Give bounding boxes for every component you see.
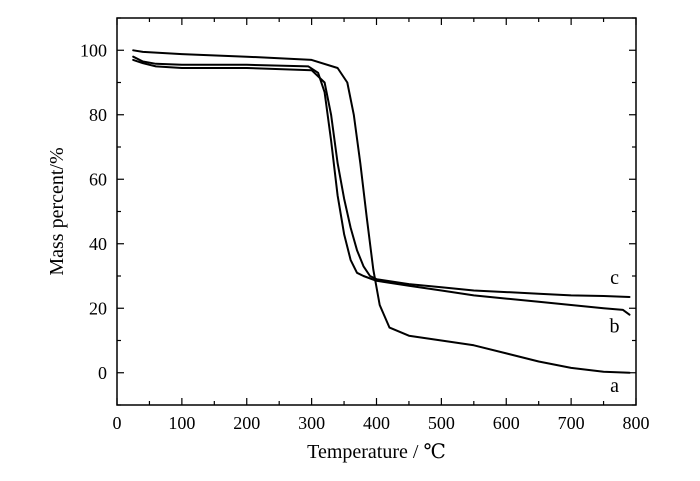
series-line-b (132, 55, 631, 316)
curve-labels: a b c (610, 267, 620, 397)
x-tick-label: 100 (168, 413, 195, 433)
y-tick-label: 60 (89, 169, 107, 189)
y-tick-label: 40 (89, 234, 107, 254)
y-axis-title: Mass percent/% (46, 147, 68, 275)
x-tick-label: 0 (113, 413, 122, 433)
x-tick-label: 200 (233, 413, 260, 433)
x-tick-label: 600 (493, 413, 520, 433)
curve-label-b: b (610, 316, 620, 338)
y-tick-label: 100 (80, 40, 107, 60)
axis-ticks (116, 17, 637, 406)
y-tick-label: 80 (89, 105, 107, 125)
series-line-c (132, 58, 631, 298)
curve-label-a: a (610, 375, 619, 397)
y-tick-label: 0 (98, 363, 107, 383)
x-axis-title: Temperature / ℃ (307, 441, 446, 463)
x-tick-label: 300 (298, 413, 325, 433)
x-tick-label: 400 (363, 413, 390, 433)
x-tick-label: 800 (623, 413, 650, 433)
x-tick-label: 500 (428, 413, 455, 433)
curve-label-c: c (610, 267, 619, 289)
tick-labels: 0 100 200 300 400 500 600 700 800 0 20 40 60 80 100 (80, 40, 650, 433)
series-line-a (132, 49, 631, 374)
series-lines (132, 49, 631, 374)
plot-frame (116, 17, 637, 406)
y-tick-label: 20 (89, 298, 107, 318)
x-tick-label: 700 (558, 413, 585, 433)
